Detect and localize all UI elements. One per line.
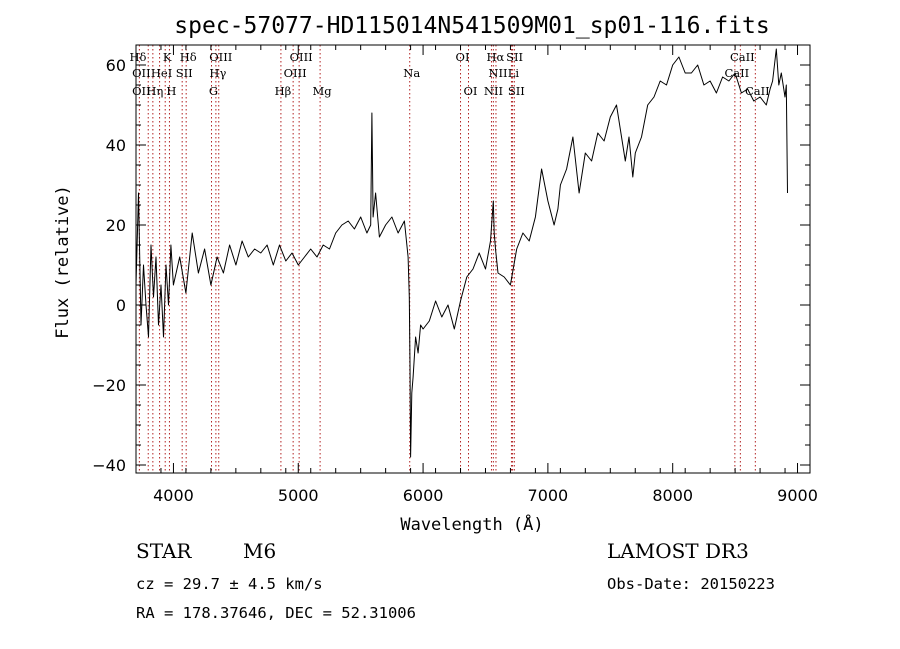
line-label: OI bbox=[456, 50, 470, 64]
line-label: G bbox=[209, 84, 218, 98]
y-tick-label: −40 bbox=[92, 456, 126, 475]
observation-date: Obs-Date: 20150223 bbox=[607, 575, 775, 593]
line-label: SII bbox=[506, 50, 523, 64]
x-tick-label: 8000 bbox=[652, 486, 693, 505]
line-label: OII bbox=[132, 66, 151, 80]
coordinates-info: RA = 178.37646, DEC = 52.31006 bbox=[136, 604, 416, 622]
line-label: K bbox=[163, 50, 172, 64]
line-label: Hα bbox=[486, 50, 504, 64]
object-subclass: M6 bbox=[243, 539, 277, 563]
x-tick-label: 6000 bbox=[403, 486, 444, 505]
y-axis-ticks: −40 −20 0 20 40 60 bbox=[92, 56, 810, 475]
x-axis-label: Wavelength (Å) bbox=[400, 513, 543, 535]
line-label: Na bbox=[403, 66, 420, 80]
y-tick-label: 60 bbox=[106, 56, 126, 75]
line-label: Mg bbox=[313, 84, 333, 98]
survey-name: LAMOST DR3 bbox=[607, 539, 749, 563]
spectrum-series-line bbox=[135, 48, 788, 458]
line-label: Hγ bbox=[209, 66, 226, 80]
line-label: NII bbox=[488, 66, 507, 80]
plot-frame bbox=[135, 44, 811, 474]
y-tick-label: 20 bbox=[106, 216, 126, 235]
line-label: Hδ bbox=[180, 50, 197, 64]
x-tick-label: 4000 bbox=[153, 486, 194, 505]
line-label: H bbox=[166, 84, 176, 98]
x-tick-label: 9000 bbox=[777, 486, 818, 505]
line-label: CaII bbox=[724, 66, 749, 80]
spectral-line-markers bbox=[138, 45, 756, 473]
line-label: OII bbox=[132, 84, 151, 98]
y-tick-label: −20 bbox=[92, 376, 126, 395]
line-label: OIII bbox=[290, 50, 313, 64]
line-label: SII bbox=[176, 66, 193, 80]
line-label: CaII bbox=[745, 84, 770, 98]
line-label: Hδ bbox=[130, 50, 147, 64]
y-axis-label: Flux (relative) bbox=[53, 185, 73, 339]
x-tick-label: 5000 bbox=[278, 486, 319, 505]
y-tick-label: 40 bbox=[106, 136, 126, 155]
line-label: OIII bbox=[284, 66, 307, 80]
line-label: Hη bbox=[146, 84, 163, 98]
line-label: OI bbox=[464, 84, 478, 98]
x-tick-label: 7000 bbox=[528, 486, 569, 505]
redshift-info: cz = 29.7 ± 4.5 km/s bbox=[136, 575, 323, 593]
line-label: Hβ bbox=[275, 84, 292, 98]
line-label: SII bbox=[508, 84, 525, 98]
line-label: CaII bbox=[730, 50, 755, 64]
x-axis-ticks: 4000 5000 6000 7000 8000 9000 bbox=[135, 45, 818, 505]
line-label: NII bbox=[484, 84, 503, 98]
line-label: Li bbox=[508, 66, 520, 80]
chart-title: spec-57077-HD115014N541509M01_sp01-116.f… bbox=[174, 13, 769, 39]
line-label: OIII bbox=[209, 50, 232, 64]
object-class: STAR bbox=[136, 539, 192, 563]
line-label: HeI bbox=[151, 66, 172, 80]
y-tick-label: 0 bbox=[116, 296, 126, 315]
